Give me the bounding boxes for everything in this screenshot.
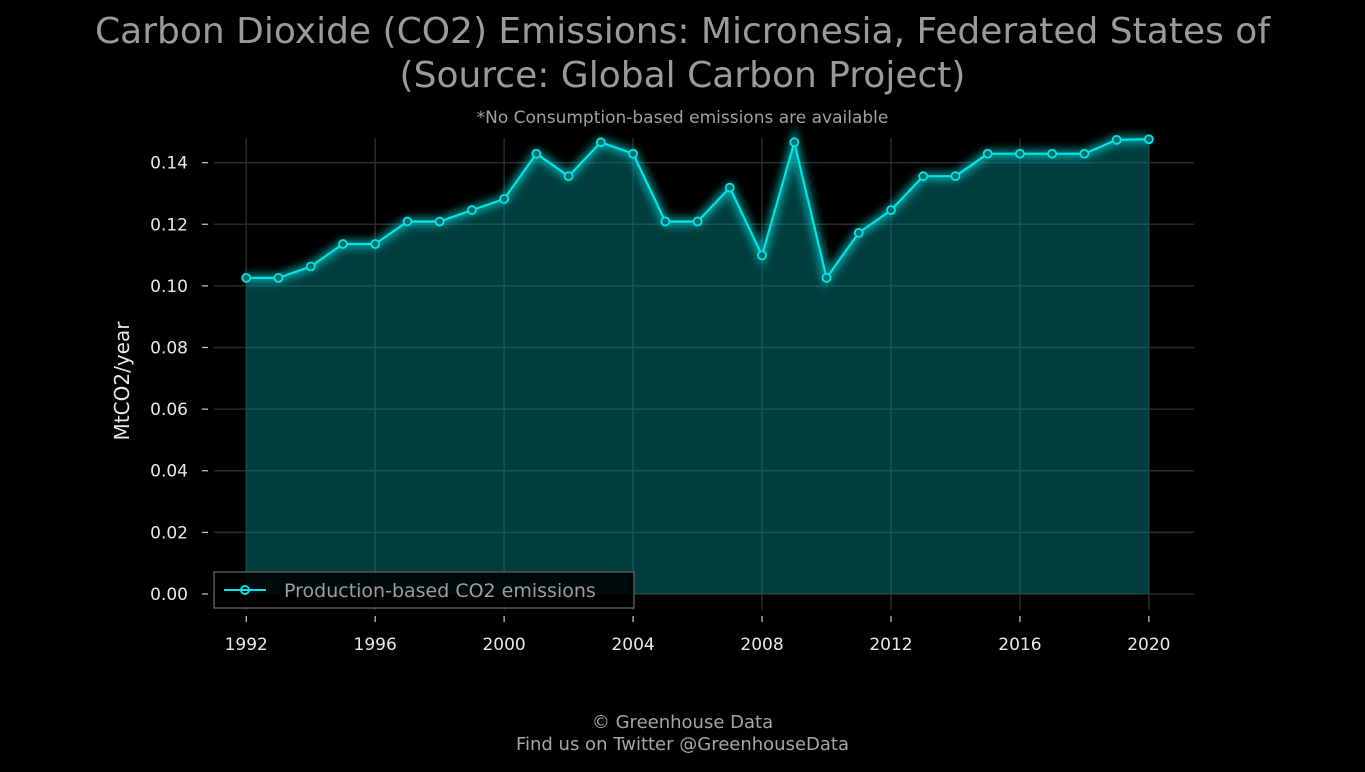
footer: © Greenhouse Data Find us on Twitter @Gr… xyxy=(0,712,1365,756)
data-point xyxy=(499,194,510,204)
x-tick-label: 1992 xyxy=(225,635,268,655)
series-markers xyxy=(241,134,1154,283)
y-axis-label: MtCO2/year xyxy=(110,321,134,441)
legend: Production-based CO2 emissions xyxy=(213,571,635,609)
x-tick-label: 2012 xyxy=(869,635,912,655)
data-point xyxy=(595,137,606,148)
y-tick-label: 0.14 xyxy=(150,154,188,174)
data-point xyxy=(692,216,703,227)
y-tick-label: 0.10 xyxy=(150,277,188,297)
data-point xyxy=(466,205,477,215)
x-tick-label: 2020 xyxy=(1127,635,1170,655)
footer-twitter: Find us on Twitter @GreenhouseData xyxy=(515,734,850,755)
area-fill xyxy=(246,139,1149,594)
data-point xyxy=(1015,148,1025,159)
legend-marker-icon xyxy=(240,585,250,595)
series-area xyxy=(246,139,1149,594)
y-tick-label: 0.06 xyxy=(150,400,188,420)
data-point xyxy=(853,227,864,238)
y-tick-label: 0.12 xyxy=(150,215,188,235)
x-tick-label: 2000 xyxy=(482,635,525,655)
x-tick-label: 2008 xyxy=(740,635,783,655)
chart-title-line1: Carbon Dioxide (CO2) Emissions: Micrones… xyxy=(95,11,1270,52)
data-point xyxy=(370,239,381,249)
data-point xyxy=(821,272,832,283)
y-tick-label: 0.08 xyxy=(150,339,188,359)
data-point xyxy=(757,250,767,261)
grid xyxy=(214,138,1194,610)
chart-title-line2: (Source: Global Carbon Project) xyxy=(399,55,966,96)
data-point xyxy=(402,216,413,227)
x-tick-label: 1996 xyxy=(354,635,397,655)
data-point xyxy=(531,148,542,159)
data-point xyxy=(1047,148,1058,159)
data-point xyxy=(241,272,252,283)
data-point xyxy=(950,171,961,182)
data-point xyxy=(789,137,800,148)
chart-subtitle: *No Consumption-based emissions are avai… xyxy=(476,108,889,128)
data-point xyxy=(1079,148,1090,159)
y-tick-label: 0.00 xyxy=(150,585,188,605)
data-point xyxy=(273,272,284,283)
data-point xyxy=(724,182,735,193)
data-point xyxy=(305,261,316,272)
footer-copyright: © Greenhouse Data xyxy=(591,712,774,733)
legend-label: Production-based CO2 emissions xyxy=(284,580,596,602)
x-tick-label: 2004 xyxy=(611,635,654,655)
data-point xyxy=(660,216,671,227)
chart-title: Carbon Dioxide (CO2) Emissions: Micrones… xyxy=(0,10,1365,98)
data-point xyxy=(982,148,993,159)
data-point xyxy=(338,239,348,249)
data-point xyxy=(886,205,896,215)
data-point xyxy=(563,171,574,182)
data-point xyxy=(434,216,445,227)
x-tick-label: 2016 xyxy=(998,635,1041,655)
data-point xyxy=(628,148,638,159)
data-point xyxy=(918,171,929,182)
data-point xyxy=(1111,134,1122,145)
data-point xyxy=(1143,134,1154,145)
axes: 0.00 0.02 0.04 0.06 0.08 0.10 0.12 0.14 1992 1996… xyxy=(150,154,1170,655)
y-tick-label: 0.04 xyxy=(150,462,188,482)
y-tick-label: 0.02 xyxy=(150,523,188,543)
